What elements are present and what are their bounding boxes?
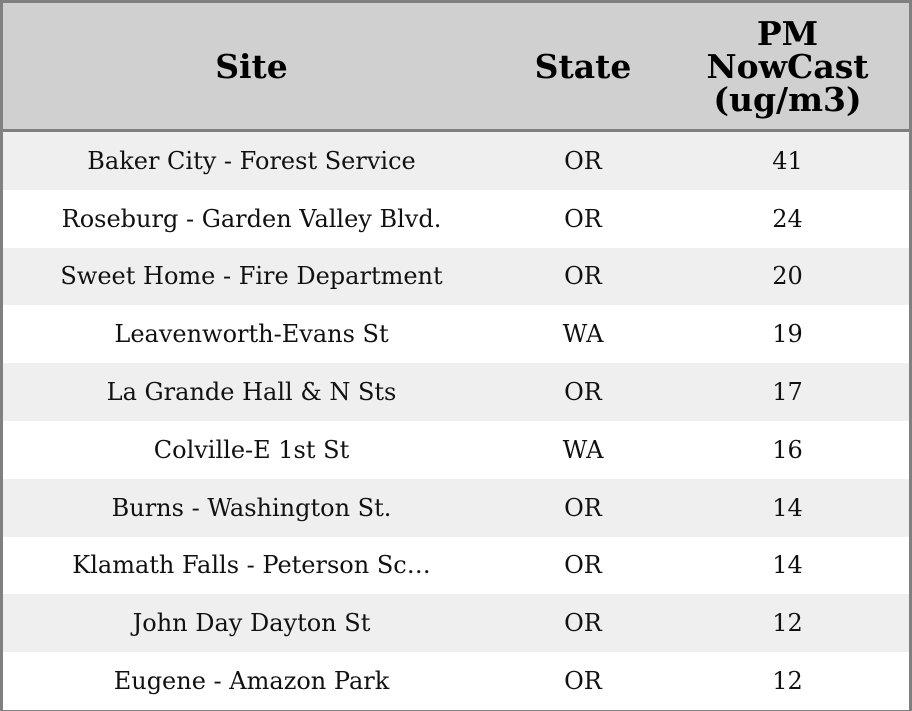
state-cell: OR [564, 146, 602, 175]
header-pm-nowcast: PM NowCast (ug/m3) [666, 3, 909, 129]
site-cell: Colville-E 1st St [153, 435, 350, 464]
site-cell: La Grande Hall & N Sts [106, 378, 397, 407]
header-pm-line2: NowCast [706, 46, 869, 86]
state-cell: OR [564, 493, 602, 522]
site-cell: Burns - Washington St. [111, 493, 392, 522]
table-row: Leavenworth-Evans St WA 19 [3, 305, 909, 364]
site-cell: Sweet Home - Fire Department [60, 262, 443, 291]
table-row: Burns - Washington St. OR 14 [3, 478, 909, 537]
pm-value-cell: 12 [772, 609, 803, 638]
state-cell: OR [564, 667, 602, 696]
pm-value-cell: 24 [772, 204, 803, 233]
site-cell: Klamath Falls - Peterson Sc… [72, 551, 431, 580]
table-row: Colville-E 1st St WA 16 [3, 420, 909, 479]
table-row: John Day Dayton St OR 12 [3, 594, 909, 653]
pm-value-cell: 14 [772, 493, 803, 522]
header-site: Site [215, 46, 288, 86]
table-header: Site State PM NowCast (ug/m3) [3, 3, 909, 132]
site-cell: John Day Dayton St [132, 609, 371, 638]
state-cell: WA [562, 435, 604, 464]
table-row: Roseburg - Garden Valley Blvd. OR 24 [3, 189, 909, 248]
pm-value-cell: 14 [772, 551, 803, 580]
pm-value-cell: 41 [772, 146, 803, 175]
table-row: Baker City - Forest Service OR 41 [3, 132, 909, 190]
header-state: State [534, 46, 632, 86]
site-cell: Leavenworth-Evans St [114, 320, 389, 349]
table-row: Sweet Home - Fire Department OR 20 [3, 247, 909, 306]
site-cell: Baker City - Forest Service [87, 146, 416, 175]
table-body: Baker City - Forest Service OR 41 Roseburg … [3, 132, 909, 710]
state-cell: WA [562, 320, 604, 349]
pm-value-cell: 19 [772, 320, 803, 349]
table-row: Klamath Falls - Peterson Sc… OR 14 [3, 536, 909, 595]
state-cell: OR [564, 204, 602, 233]
table-row: Eugene - Amazon Park OR 12 [3, 652, 909, 710]
pm-value-cell: 12 [772, 667, 803, 696]
table-row: La Grande Hall & N Sts OR 17 [3, 363, 909, 421]
pm-value-cell: 16 [772, 435, 803, 464]
site-cell: Eugene - Amazon Park [113, 667, 390, 696]
state-cell: OR [564, 551, 602, 580]
header-pm-line1: PM [756, 13, 819, 53]
state-cell: OR [564, 378, 602, 407]
header-pm-line3: (ug/m3) [713, 79, 862, 119]
pm-value-cell: 20 [772, 262, 803, 291]
state-cell: OR [564, 609, 602, 638]
site-cell: Roseburg - Garden Valley Blvd. [61, 204, 442, 233]
pm-value-cell: 17 [772, 378, 803, 407]
state-cell: OR [564, 262, 602, 291]
